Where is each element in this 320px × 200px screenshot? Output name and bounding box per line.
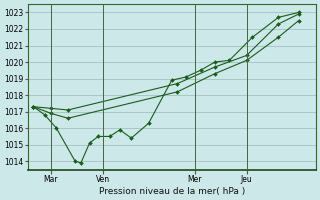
X-axis label: Pression niveau de la mer( hPa ): Pression niveau de la mer( hPa ) xyxy=(99,187,245,196)
